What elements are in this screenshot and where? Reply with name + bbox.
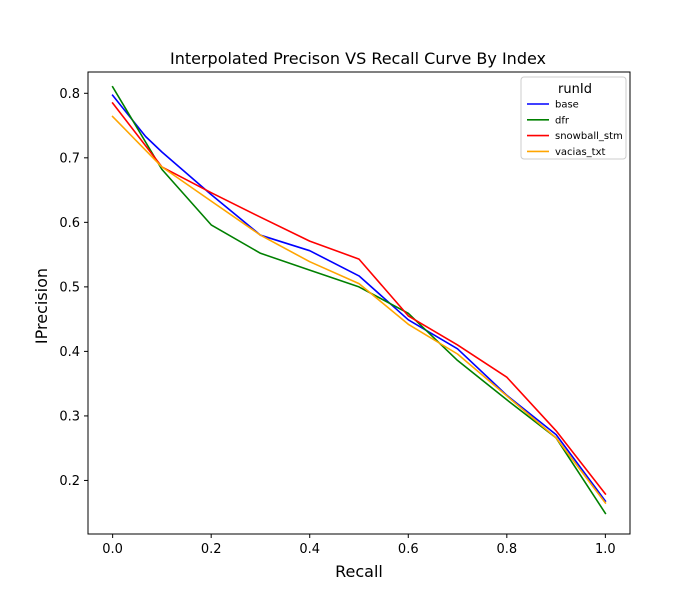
legend-box: [520, 76, 627, 160]
series-line-dfr: [111, 85, 607, 515]
x-axis-label: Recall: [335, 562, 383, 581]
y-tick-label: 0.4: [59, 345, 80, 360]
y-tick-label: 0.2: [59, 474, 80, 489]
legend-label: dfr: [555, 115, 570, 126]
y-tick-label: 0.3: [59, 409, 80, 424]
y-tick-label: 0.6: [59, 216, 80, 231]
plot-area: [87, 71, 631, 535]
legend: runId base dfr snowball_stm vacias_txt: [520, 76, 627, 160]
chart-title: Interpolated Precison VS Recall Curve By…: [170, 49, 546, 68]
y-axis-label: IPrecision: [32, 268, 51, 344]
legend-label: snowball_stm: [555, 131, 623, 142]
x-tick-label: 1.0: [595, 542, 616, 557]
x-tick-label: 0.0: [102, 542, 123, 557]
y-tick-label: 0.8: [59, 87, 80, 102]
series-line-snowball-stm: [111, 101, 607, 496]
legend-label: base: [555, 100, 579, 111]
series-lines: [111, 85, 607, 515]
legend-label: vacias_txt: [555, 147, 605, 158]
legend-title: runId: [558, 82, 592, 97]
x-tick-label: 0.8: [496, 542, 517, 557]
x-tick-label: 0.4: [299, 542, 320, 557]
x-tick-label: 0.2: [201, 542, 222, 557]
y-axis: 0.2 0.3 0.4 0.5 0.6 0.7 0.8: [59, 87, 88, 489]
y-tick-label: 0.7: [59, 151, 80, 166]
x-tick-label: 0.6: [398, 542, 419, 557]
series-line-vacias-txt: [111, 115, 607, 505]
x-axis: 0.0 0.2 0.4 0.6 0.8 1.0: [102, 534, 616, 557]
legend-items: base dfr snowball_stm vacias_txt: [527, 100, 623, 158]
y-tick-label: 0.5: [59, 280, 80, 295]
